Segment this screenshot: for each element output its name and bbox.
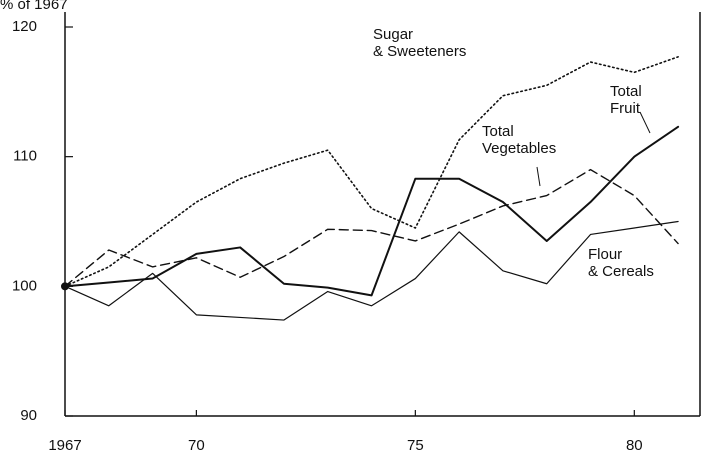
- x-tick-label: 1967: [48, 437, 81, 454]
- y-axis-label: % of 1967: [0, 0, 68, 13]
- series-line: [64, 220, 679, 321]
- series-label: Total Fruit: [610, 83, 642, 117]
- series-line: [64, 168, 679, 288]
- leader-line: [639, 111, 651, 134]
- x-tick-label: 80: [626, 437, 643, 454]
- x-tick-label: 70: [188, 437, 205, 454]
- series-label: Flour & Cereals: [588, 246, 654, 280]
- series-line: [64, 56, 679, 288]
- series-label: Sugar & Sweeteners: [373, 26, 466, 60]
- leader-line: [536, 166, 541, 187]
- y-tick-label: 90: [20, 407, 37, 424]
- series-line: [64, 125, 680, 297]
- x-tick-label: 75: [407, 437, 424, 454]
- origin-dot: [61, 282, 69, 291]
- y-tick-label: 120: [12, 18, 37, 35]
- series-label: Total Vegetables: [482, 123, 556, 157]
- y-tick-label: 100: [12, 277, 37, 294]
- y-tick-label: 110: [13, 148, 37, 165]
